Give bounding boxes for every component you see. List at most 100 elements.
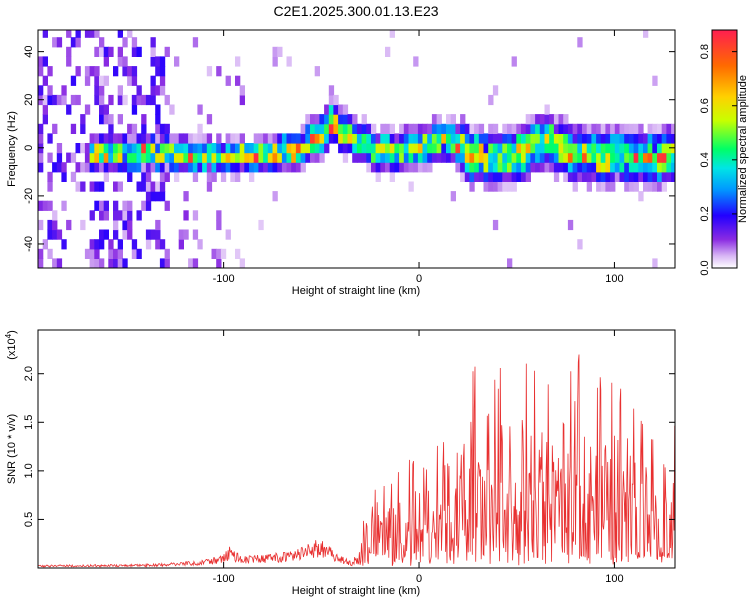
spectrogram-cell bbox=[628, 162, 635, 173]
spectrogram-cell bbox=[460, 152, 466, 163]
spectrogram-cell bbox=[108, 239, 114, 250]
spectrogram-cell bbox=[666, 162, 672, 173]
spectrogram-cell bbox=[328, 123, 335, 134]
spectrogram-cell bbox=[61, 200, 67, 211]
spectrogram-cell bbox=[94, 133, 100, 144]
spectrogram-y-tick-label: 40 bbox=[23, 46, 35, 58]
spectrogram-cell bbox=[164, 143, 170, 154]
spectrogram-cell bbox=[389, 30, 395, 38]
spectrogram-cell bbox=[464, 162, 471, 173]
spectrogram-frame bbox=[37, 29, 676, 269]
spectrogram-cell bbox=[141, 171, 147, 182]
spectrogram-cell bbox=[216, 143, 222, 154]
spectrogram-cell bbox=[417, 123, 424, 134]
spectrogram-cell bbox=[516, 152, 522, 163]
spectrogram-cell bbox=[113, 248, 119, 259]
spectrogram-cell bbox=[380, 143, 386, 154]
spectrogram-cell bbox=[586, 152, 592, 163]
spectrogram-cell bbox=[478, 162, 485, 173]
spectrogram-cell bbox=[42, 200, 48, 211]
spectrogram-cell bbox=[188, 258, 194, 268]
spectrogram-cell bbox=[441, 152, 447, 163]
spectrogram-cell bbox=[507, 152, 513, 163]
spectrogram-cell bbox=[99, 152, 105, 163]
spectrogram-cell bbox=[103, 143, 109, 154]
spectrogram-cell bbox=[164, 123, 170, 134]
spectrogram-cell bbox=[94, 181, 100, 192]
spectrogram-cell bbox=[155, 219, 161, 231]
spectrogram-cell bbox=[488, 181, 494, 192]
spectrogram-cell bbox=[553, 133, 560, 144]
spectrogram-cell bbox=[352, 114, 358, 125]
spectrogram-cell bbox=[464, 171, 471, 182]
spectrogram-cell bbox=[530, 133, 536, 144]
spectrogram-cell bbox=[164, 258, 170, 268]
spectrogram-cell bbox=[94, 143, 100, 154]
colorbar-tick-label: 0.0 bbox=[699, 260, 711, 275]
spectrogram-cell bbox=[235, 171, 241, 182]
spectrogram-cell bbox=[638, 123, 644, 134]
spectrogram-cell bbox=[666, 133, 672, 144]
spectrogram-cell bbox=[127, 30, 133, 38]
spectrogram-cell bbox=[66, 56, 72, 67]
spectrogram-cell bbox=[605, 143, 611, 154]
spectrogram-cell bbox=[141, 114, 147, 125]
spectrogram-cell bbox=[460, 123, 466, 134]
spectrogram-cell bbox=[319, 123, 325, 134]
spectrogram-cell bbox=[619, 152, 625, 163]
spectrogram-cell bbox=[99, 104, 105, 115]
spectrogram-cell bbox=[113, 162, 119, 173]
spectrogram-cell bbox=[535, 162, 541, 173]
spectrogram-cell bbox=[235, 152, 241, 163]
spectrogram-cell bbox=[361, 114, 367, 125]
spectrogram-cell bbox=[249, 152, 255, 163]
spectrogram-cell bbox=[239, 94, 245, 106]
spectrogram-cell bbox=[225, 75, 231, 86]
spectrogram-cell bbox=[652, 133, 658, 144]
spectrogram-cell bbox=[295, 143, 302, 154]
spectrogram-cell bbox=[446, 143, 452, 154]
spectrogram-cell bbox=[450, 143, 456, 154]
spectrogram-cell bbox=[174, 162, 180, 173]
spectrogram-cell bbox=[525, 171, 531, 182]
spectrogram-cell bbox=[94, 85, 100, 96]
spectrogram-cell bbox=[295, 152, 302, 163]
spectrogram-cell bbox=[633, 181, 639, 192]
spectrogram-cell bbox=[159, 75, 166, 86]
spectrogram-y-ticks: -40 -20 0 20 40 bbox=[23, 46, 675, 252]
spectrogram-cell bbox=[103, 152, 109, 163]
spectrogram-cell bbox=[38, 56, 44, 67]
spectrogram-cell bbox=[455, 143, 461, 154]
spectrogram-x-tick-label: 100 bbox=[605, 273, 623, 285]
spectrogram-cell bbox=[342, 123, 349, 134]
spectrogram-cell bbox=[643, 30, 649, 38]
spectrogram-cell bbox=[136, 181, 142, 192]
spectrogram-cell bbox=[272, 191, 278, 202]
spectrogram-cell bbox=[131, 66, 138, 77]
spectrogram-cell bbox=[652, 75, 658, 86]
spectrogram-cell bbox=[610, 162, 616, 173]
spectrogram-cell bbox=[488, 162, 494, 173]
spectrogram-cell bbox=[272, 162, 278, 173]
spectrogram-cell bbox=[52, 219, 58, 231]
spectrogram-cell bbox=[455, 152, 461, 163]
spectrogram-cell bbox=[94, 75, 100, 86]
spectrogram-cell bbox=[131, 75, 138, 86]
spectrogram-cell bbox=[596, 171, 602, 182]
spectrogram-cell bbox=[525, 123, 531, 134]
spectrogram-cell bbox=[497, 181, 503, 192]
spectrogram-cell bbox=[155, 239, 161, 250]
spectrogram-cell bbox=[488, 143, 494, 154]
spectrogram-cell bbox=[586, 133, 592, 144]
spectrogram-cell bbox=[633, 143, 639, 154]
spectrogram-cell bbox=[408, 162, 414, 173]
spectrogram-cell bbox=[253, 133, 259, 144]
spectrogram-cell bbox=[99, 162, 105, 173]
spectrogram-cell bbox=[380, 162, 386, 173]
spectrogram-cell bbox=[492, 219, 499, 231]
spectrogram-cell bbox=[84, 30, 91, 38]
spectrogram-cell bbox=[117, 46, 123, 57]
spectrogram-cell bbox=[502, 152, 508, 163]
spectrogram-cell bbox=[94, 30, 100, 38]
spectrogram-cell bbox=[89, 30, 95, 38]
